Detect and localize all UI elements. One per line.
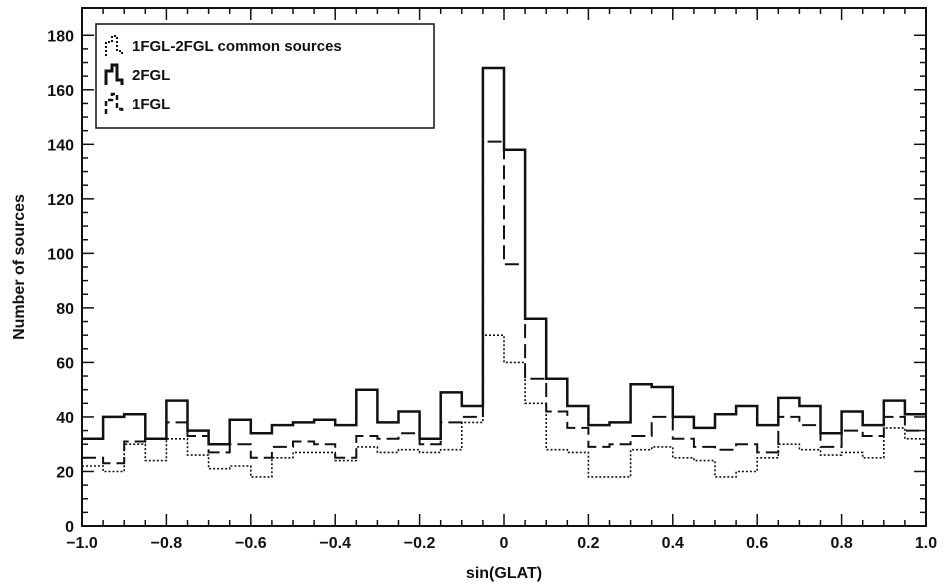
x-axis-title: sin(GLAT): [466, 565, 542, 582]
y-tick-label: 160: [47, 83, 74, 100]
legend-label: 1FGL-2FGL common sources: [132, 38, 342, 55]
x-tick-label: 1.0: [915, 535, 937, 552]
x-tick-labels: −1.0 −0.8 −0.6 −0.4 −0.2 0 0.2 0.4 0.6 0.8 1.0: [66, 535, 937, 552]
legend-symbol-dotted: [104, 34, 124, 56]
x-tick-label: −0.4: [319, 535, 351, 552]
y-tick-label: 120: [47, 192, 74, 209]
x-tick-label: 0.2: [577, 535, 599, 552]
y-tick-label: 180: [47, 28, 74, 45]
x-tick-label: 0: [500, 535, 509, 552]
y-tick-label: 100: [47, 246, 74, 263]
y-tick-label: 40: [56, 410, 74, 427]
y-tick-labels: 0 20 40 60 80 100 120 140 160 180: [47, 28, 74, 536]
legend-label: 2FGL: [132, 67, 170, 84]
y-tick-label: 20: [56, 464, 74, 481]
legend-symbol-solid: [104, 63, 124, 85]
series-solid-histogram: [82, 66, 926, 446]
x-tick-label: −1.0: [66, 535, 98, 552]
x-tick-label: −0.2: [404, 535, 436, 552]
y-tick-label: 0: [65, 519, 74, 536]
y-tick-label: 60: [56, 355, 74, 372]
series-layer: [82, 66, 926, 478]
x-tick-label: −0.8: [151, 535, 183, 552]
y-tick-label: 140: [47, 137, 74, 154]
x-tick-label: 0.6: [746, 535, 768, 552]
series-dashed-histogram: [82, 140, 926, 465]
series-dotted-histogram: [82, 334, 926, 478]
legend-label: 1FGL: [132, 96, 170, 113]
x-tick-label: 0.4: [662, 535, 684, 552]
x-tick-label: 0.8: [830, 535, 852, 552]
legend: 1FGL-2FGL common sources 2FGL 1FGL: [95, 23, 435, 129]
legend-box: [95, 23, 435, 129]
plot-frame: [81, 7, 927, 527]
y-tick-label: 80: [56, 301, 74, 318]
y-axis-title: Number of sources: [11, 194, 28, 340]
x-tick-label: −0.6: [235, 535, 267, 552]
legend-symbol-dashed: [104, 92, 124, 114]
